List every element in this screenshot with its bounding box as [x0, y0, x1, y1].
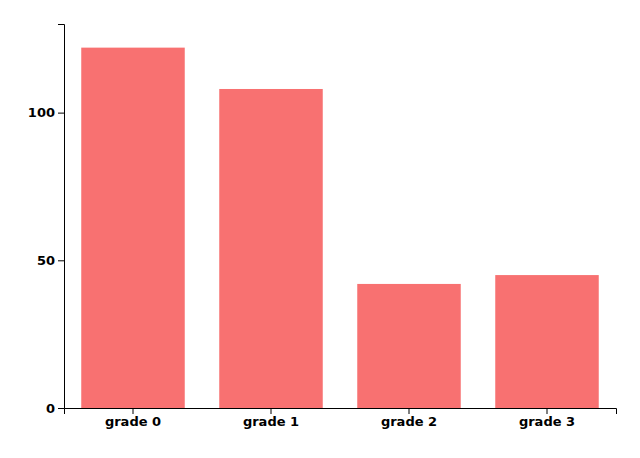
x-axis-line [65, 409, 617, 415]
x-tick: grade 0 [105, 408, 161, 429]
y-tick-mark [58, 408, 64, 409]
bar [81, 48, 185, 408]
bar [495, 275, 599, 408]
y-tick-label: 50 [37, 253, 55, 268]
x-tick: grade 1 [243, 408, 299, 429]
x-tick-label: grade 2 [381, 414, 437, 429]
x-tick-label: grade 1 [243, 414, 299, 429]
bar [219, 89, 323, 408]
x-axis: grade 0 grade 1 grade 2 grade 3 [65, 408, 617, 429]
bars [81, 48, 599, 408]
y-tick-label: 100 [28, 105, 55, 120]
x-tick-mark [409, 408, 410, 414]
plot-area: grade 0 grade 1 grade 2 grade 3 0 50 100 [28, 25, 617, 430]
y-tick: 0 [46, 401, 64, 416]
x-tick: grade 2 [381, 408, 437, 429]
y-tick-label: 0 [46, 401, 55, 416]
y-axis: 0 50 100 [28, 25, 65, 416]
x-tick-mark [547, 408, 548, 414]
x-tick-mark [133, 408, 134, 414]
y-tick: 100 [28, 105, 64, 120]
y-tick: 50 [37, 253, 64, 268]
x-tick-label: grade 3 [519, 414, 575, 429]
chart: grade 0 grade 1 grade 2 grade 3 0 50 100 [0, 0, 640, 458]
y-tick-mark [58, 113, 64, 114]
y-axis-line [58, 25, 65, 409]
bar [357, 284, 461, 408]
x-tick-mark [271, 408, 272, 414]
y-tick-mark [58, 260, 64, 261]
x-tick: grade 3 [519, 408, 575, 429]
x-tick-label: grade 0 [105, 414, 161, 429]
